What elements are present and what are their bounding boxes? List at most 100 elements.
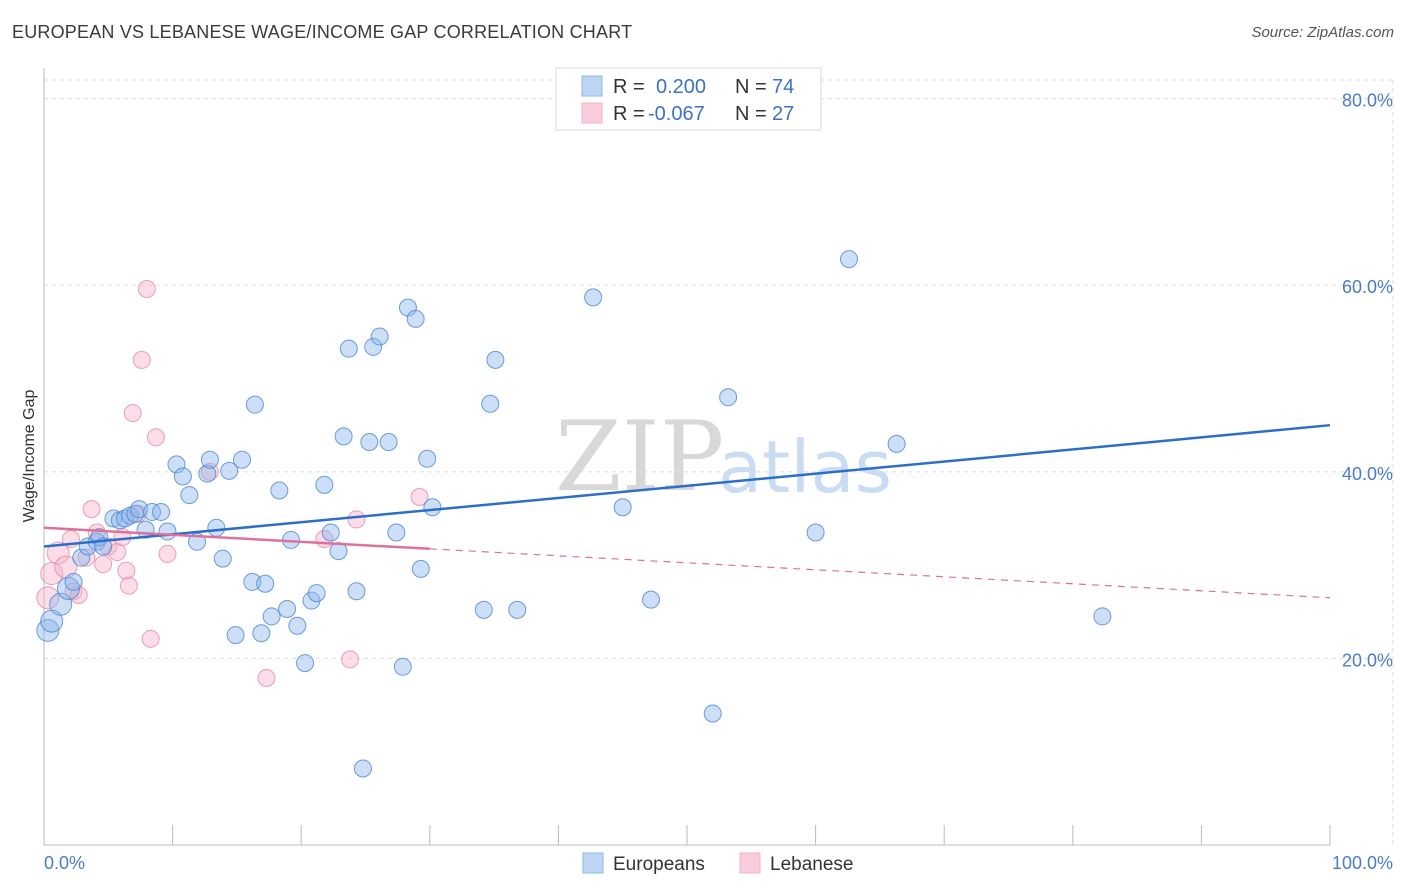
european-point-59 [418,449,437,468]
lebanese-point-24 [257,669,276,688]
european-point-71 [840,250,859,269]
trend-lines [43,423,1331,599]
axes [43,68,1331,846]
legend-n-value-lebanese: 27 [772,103,794,125]
lebanese-point-22 [158,544,177,563]
european-point-58 [411,559,430,578]
y-tick-labels: 20.0% 40.0% 60.0% 80.0% [1342,91,1393,671]
source-credit: Source: ZipAtlas.com [1251,24,1394,41]
european-point-29 [226,626,245,645]
x-tick-label-min: 0.0% [44,853,85,873]
legend-r-value-lebanese: -0.067 [648,103,705,125]
european-point-18 [152,502,171,521]
series-legend-swatch-europeans [582,852,604,874]
lebanese-point-27 [347,510,366,529]
european-point-34 [256,574,275,593]
legend-n-label-lebanese: N = [735,103,767,125]
european-point-60 [423,498,442,517]
european-point-35 [262,607,281,626]
series-legend-swatch-lebanese [739,852,761,874]
european-point-43 [315,475,334,494]
european-point-70 [806,523,825,542]
european-point-63 [486,350,505,369]
european-point-69 [719,388,738,407]
lebanese-point-19 [137,279,156,298]
european-points [36,250,1112,778]
lebanese-point-0 [36,586,60,610]
european-point-21 [173,467,192,486]
y-tick-label-40: 40.0% [1342,464,1393,484]
lebanese-point-21 [146,428,165,447]
european-point-47 [339,339,358,358]
lebanese-point-2 [46,541,70,565]
lebanese-point-8 [82,500,101,519]
europeans-trend-line [43,423,1331,548]
european-point-53 [379,432,398,451]
european-point-65 [584,288,603,307]
lebanese-point-14 [117,561,136,580]
european-point-39 [288,616,307,635]
european-point-72 [887,434,906,453]
series-legend-label-europeans: Europeans [613,854,705,875]
european-point-66 [613,498,632,517]
y-tick-label-80: 80.0% [1342,91,1393,111]
european-point-52 [370,327,389,346]
series-legend: Europeans Lebanese [582,852,853,875]
european-point-17 [143,502,162,521]
lebanese-point-16 [123,404,142,423]
european-point-54 [387,523,406,542]
european-point-5 [72,548,91,567]
european-point-12 [116,509,135,528]
european-point-48 [347,582,366,601]
lebanese-point-10 [94,555,113,574]
series-legend-label-lebanese: Lebanese [770,854,853,875]
european-point-19 [158,522,177,541]
lebanese-point-28 [410,488,429,507]
european-point-4 [64,572,83,591]
lebanese-trend-line-dashed [429,548,1331,599]
european-point-57 [406,309,425,328]
legend-r-label-europeans: R = [613,76,645,98]
legend-n-value-europeans: 74 [772,76,794,98]
stats-legend: R = 0.200 N = 74 R = -0.067 N = 27 [555,67,822,131]
european-point-44 [321,523,340,542]
european-point-67 [641,590,660,609]
european-point-26 [207,518,226,537]
european-point-61 [474,600,493,619]
lebanese-point-26 [341,650,360,669]
watermark-zip: ZIP [555,401,724,513]
european-point-73 [1093,607,1112,626]
european-point-68 [703,704,722,723]
lebanese-trend-line-solid [43,526,430,551]
european-point-28 [220,461,239,480]
lebanese-point-15 [119,576,138,595]
european-point-27 [213,549,232,568]
european-point-50 [360,432,379,451]
european-point-42 [307,584,326,603]
lebanese-point-11 [99,537,118,556]
european-point-36 [270,481,289,500]
european-point-24 [198,464,217,483]
chart-title: EUROPEAN VS LEBANESE WAGE/INCOME GAP COR… [12,22,633,42]
european-point-64 [508,600,527,619]
european-point-33 [252,624,271,643]
european-point-49 [353,759,372,778]
y-tick-label-20: 20.0% [1342,650,1393,670]
legend-r-label-lebanese: R = [613,103,645,125]
legend-n-label-europeans: N = [735,76,767,98]
lebanese-point-20 [141,629,160,648]
european-point-55 [393,657,412,676]
european-point-46 [334,427,353,446]
legend-r-value-europeans: 0.200 [656,76,706,98]
legend-swatch-lebanese [581,102,603,124]
european-point-0 [36,618,60,642]
european-point-32 [245,395,264,414]
european-point-25 [200,450,219,469]
legend-swatch-europeans [581,75,603,97]
european-point-40 [296,654,315,673]
european-point-30 [233,450,252,469]
european-point-22 [180,486,199,505]
x-tick-label-max: 100.0% [1332,853,1393,873]
y-tick-label-60: 60.0% [1342,277,1393,297]
european-point-37 [278,599,297,618]
